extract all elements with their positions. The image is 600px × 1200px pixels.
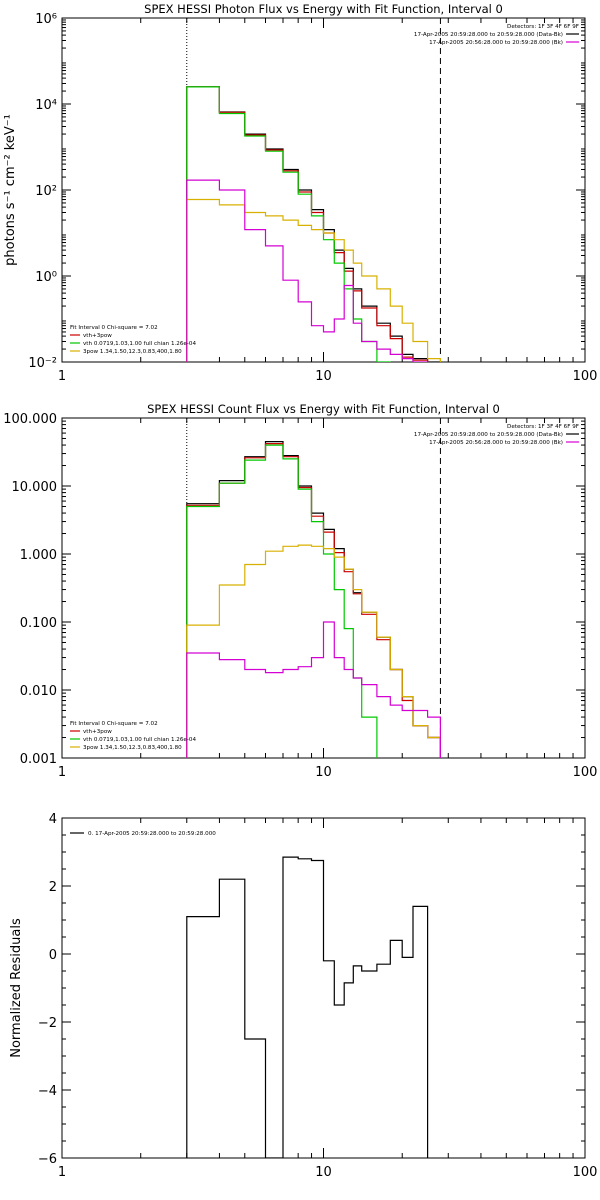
photon-flux-panel: SPEX HESSI Photon Flux vs Energy with Fi…	[3, 2, 597, 384]
series-group	[186, 86, 441, 362]
series-line-1	[186, 443, 441, 758]
y-tick-label: −6	[38, 1152, 57, 1167]
series-group	[186, 856, 429, 1158]
x-axis: 1 10 100	[58, 818, 598, 1180]
series-group	[186, 441, 441, 758]
legend-label: 17-Apr-2005 20:56:28.000 to 20:59:28.000…	[429, 440, 563, 446]
legend-label: 17-Apr-2005 20:59:28.000 to 20:59:28.000…	[414, 432, 563, 438]
legend-label: 17-Apr-2005 20:56:28.000 to 20:59:28.000…	[429, 40, 563, 46]
x-tick-label: 10	[315, 1165, 332, 1180]
plot-frame	[61, 17, 586, 363]
legend-label: 0. 17-Apr-2005 20:59:28.000 to 20:59:28.…	[88, 831, 216, 837]
x-tick-label: 1	[58, 765, 66, 780]
chart-title: SPEX HESSI Count Flux vs Energy with Fit…	[147, 402, 500, 416]
legend-label: 3pow 1.34,1.50,12.3,0.83,400,1.80	[83, 349, 182, 355]
y-axis-label: Normalized Residuals	[9, 918, 24, 1058]
y-tick-label: 10⁶	[35, 12, 57, 27]
y-tick-label: 100.000	[3, 412, 57, 427]
series-line-4	[186, 179, 441, 362]
y-tick-label: −4	[38, 1084, 57, 1099]
legend-header: Detectors: 1F 3F 4F 6F 9F	[507, 24, 579, 30]
y-axis: −6 −4 −2 0 2 4	[38, 812, 585, 1167]
chart-title: SPEX HESSI Photon Flux vs Energy with Fi…	[144, 2, 503, 16]
x-tick-label: 100	[573, 765, 598, 780]
y-tick-label: 0.010	[20, 684, 57, 699]
legend-label: vth 0.0719,1.03,1.00 full chian 1.26e-04	[83, 737, 196, 743]
series-line-2	[186, 86, 441, 362]
y-tick-label: −2	[38, 1016, 57, 1031]
legend-label: vth+3pow	[83, 333, 112, 339]
series-line-3	[186, 544, 441, 758]
x-tick-label: 1	[58, 369, 66, 384]
series-line-0	[186, 856, 429, 1158]
legend-label: 3pow 1.34,1.50,12.3,0.83,400,1.80	[83, 745, 182, 751]
y-tick-label: 10⁴	[35, 98, 57, 113]
legend-label: vth 0.0719,1.03,1.00 full chian 1.26e-04	[83, 341, 196, 347]
count-flux-panel: SPEX HESSI Count Flux vs Energy with Fit…	[3, 402, 597, 780]
legend-header: Fit Interval 0 Chi-square = 7.02	[70, 325, 158, 331]
x-tick-label: 100	[573, 369, 598, 384]
y-axis: 10⁻² 10⁰ 10² 10⁴ 10⁶	[28, 12, 585, 371]
plot-frame	[61, 417, 586, 759]
y-tick-label: 10⁻²	[28, 356, 57, 371]
y-tick-label: 0.100	[20, 616, 57, 631]
x-tick-label: 100	[573, 1165, 598, 1180]
legend-top: Detectors: 1F 3F 4F 6F 9F 17-Apr-2005 20:…	[414, 424, 579, 446]
y-axis: 0.001 0.010 0.100 1.000 10.000 100.000	[3, 412, 585, 767]
y-tick-label: 10⁰	[35, 270, 57, 285]
legend-label: vth+3pow	[83, 729, 112, 735]
legend-header: Detectors: 1F 3F 4F 6F 9F	[507, 424, 579, 430]
residuals-panel: 1 10 100 −6 −4 −2 0 2 4 Normalized Residuals 0. 17…	[9, 812, 597, 1180]
y-tick-label: 10²	[35, 184, 57, 199]
y-tick-label: 2	[49, 880, 57, 895]
x-tick-label: 1	[58, 1165, 66, 1180]
series-line-3	[186, 198, 441, 362]
x-tick-label: 10	[315, 369, 332, 384]
series-line-1	[186, 86, 441, 362]
legend-top: Detectors: 1F 3F 4F 6F 9F 17-Apr-2005 20:…	[414, 24, 579, 46]
y-tick-label: 10.000	[12, 480, 58, 495]
y-tick-label: 4	[49, 812, 57, 827]
legend-bottom: Fit Interval 0 Chi-square = 7.02 vth+3pow…	[70, 325, 196, 355]
x-axis: 1 10 100	[58, 18, 598, 384]
y-tick-label: 0.001	[20, 752, 57, 767]
x-tick-label: 10	[315, 765, 332, 780]
legend-top: 0. 17-Apr-2005 20:59:28.000 to 20:59:28.…	[70, 831, 216, 837]
y-tick-label: 1.000	[20, 548, 57, 563]
series-line-2	[186, 444, 441, 758]
y-axis-label: photons s⁻¹ cm⁻² keV⁻¹	[3, 114, 18, 266]
legend-label: 17-Apr-2005 20:59:28.000 to 20:59:28.000…	[414, 32, 563, 38]
legend-header: Fit Interval 0 Chi-square = 7.02	[70, 721, 158, 727]
series-line-4	[186, 621, 441, 758]
x-axis: 1 10 100	[58, 418, 598, 780]
y-tick-label: 0	[49, 948, 57, 963]
legend-bottom: Fit Interval 0 Chi-square = 7.02 vth+3pow…	[70, 721, 196, 751]
